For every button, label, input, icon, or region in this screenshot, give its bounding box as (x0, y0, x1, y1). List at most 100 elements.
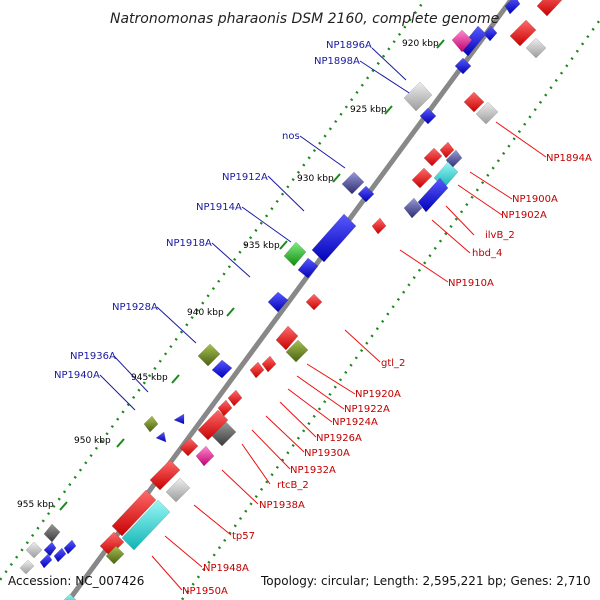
reverse-gene (197, 409, 229, 441)
tick-label-950: 950 kbp (74, 436, 111, 446)
gene-label: NP1900A (512, 194, 558, 205)
tick-label-940: 940 kbp (187, 308, 224, 318)
grey-feature (403, 81, 433, 112)
forward-gene (459, 25, 487, 57)
gene-label: nos (282, 131, 300, 142)
topology-text: Topology: circular; Length: 2,595,221 bp… (260, 574, 591, 588)
forward-gene (63, 539, 77, 555)
forward-gene (483, 25, 498, 42)
gene-label: NP1898A (314, 56, 360, 67)
gene-label: NP1902A (501, 210, 547, 221)
forward-gene (43, 541, 57, 557)
gene-label: NP1922A (344, 404, 390, 415)
gene-label: NP1950A (182, 586, 228, 597)
forward-gene (39, 553, 53, 569)
tick-label-935: 935 kbp (243, 241, 280, 251)
reverse-gene (411, 167, 433, 189)
reverse-gene (463, 91, 485, 113)
forward-gene (419, 107, 437, 125)
gene-label: NP1936A (70, 351, 116, 362)
gene-label: NP1924A (332, 417, 378, 428)
gene-label: ilvB_2 (485, 230, 515, 241)
reverse-gene (111, 489, 157, 537)
gene-label: NP1928A (112, 302, 158, 313)
reverse-gene (261, 355, 277, 373)
gene-label: NP1930A (304, 448, 350, 459)
forward-gene (155, 431, 167, 443)
olive-feature (143, 415, 159, 433)
forward-gene (267, 291, 289, 313)
magenta-feature (451, 29, 473, 53)
leader-lines-right (151, 121, 547, 591)
reverse-gene (227, 389, 243, 407)
gene-label: NP1948A (203, 563, 249, 574)
gene-label: NP1932A (290, 465, 336, 476)
gene-label: NP1910A (448, 278, 494, 289)
grey-feature (19, 559, 35, 575)
magenta-feature (195, 445, 215, 467)
left-gene-labels: NP1896A NP1898A nos NP1912A NP1914A NP19… (54, 40, 372, 381)
reverse-gene (536, 0, 563, 17)
forward-gene (357, 185, 375, 203)
forward-gene (53, 547, 67, 563)
gene-label: NP1926A (316, 433, 362, 444)
dark-feature (211, 421, 237, 447)
gene-label: gtl_2 (381, 358, 405, 369)
gene-label: NP1896A (326, 40, 372, 51)
grey-feature (25, 541, 43, 559)
forward-gene (297, 257, 319, 279)
forward-gene (311, 213, 357, 263)
forward-gene (211, 359, 233, 379)
forward-gene (454, 57, 472, 75)
reverse-gene (305, 293, 323, 311)
olive-feature (197, 343, 221, 367)
forward-features (19, 0, 521, 575)
tick-label-945: 945 kbp (131, 373, 168, 383)
reverse-gene (99, 531, 125, 557)
right-gene-labels: NP1894A NP1900A NP1902A ilvB_2 hbd_4 NP1… (182, 153, 592, 597)
slate-feature (403, 197, 423, 219)
gene-label: hbd_4 (472, 248, 502, 259)
genome-title: Natronomonas pharaonis DSM 2160, complet… (110, 11, 499, 27)
gene-label: NP1940A (54, 370, 100, 381)
olive-feature (105, 545, 125, 565)
tick-label-930: 930 kbp (297, 174, 334, 184)
reverse-gene (423, 147, 443, 167)
cyan-feature (121, 499, 171, 551)
slate-feature (341, 171, 365, 195)
accession-text: Accession: NC_007426 (8, 574, 144, 588)
gene-label: rtcB_2 (277, 480, 309, 491)
tick-marks (59, 39, 445, 511)
dark-feature (43, 523, 61, 543)
gene-label: NP1918A (166, 238, 212, 249)
reverse-gene (217, 399, 233, 417)
gene-label: NP1920A (355, 389, 401, 400)
forward-gene (417, 177, 449, 213)
grey-feature (525, 37, 547, 59)
gene-label: NP1914A (196, 202, 242, 213)
leader-lines-left (99, 47, 421, 411)
reverse-gene (149, 459, 181, 491)
reverse-gene (275, 325, 299, 351)
reverse-gene (439, 141, 455, 159)
gene-label: NP1894A (546, 153, 592, 164)
reverse-gene (509, 19, 537, 47)
cyan-feature (63, 593, 77, 600)
tick-label-920: 920 kbp (402, 39, 439, 49)
grey-feature (475, 101, 499, 125)
reverse-gene (371, 217, 387, 235)
olive-feature (285, 339, 309, 363)
reverse-features (63, 0, 563, 600)
gene-label: tp57 (232, 531, 255, 542)
forward-gene (504, 0, 521, 15)
tick-label-955: 955 kbp (17, 500, 54, 510)
reverse-gene (179, 437, 199, 457)
forward-gene (173, 413, 185, 425)
gene-label: NP1938A (259, 500, 305, 511)
reverse-gene (249, 361, 265, 379)
tick-labels: 920 kbp 925 kbp 930 kbp 935 kbp 940 kbp … (17, 39, 439, 510)
gene-label: NP1912A (222, 172, 268, 183)
grey-feature (165, 477, 191, 503)
